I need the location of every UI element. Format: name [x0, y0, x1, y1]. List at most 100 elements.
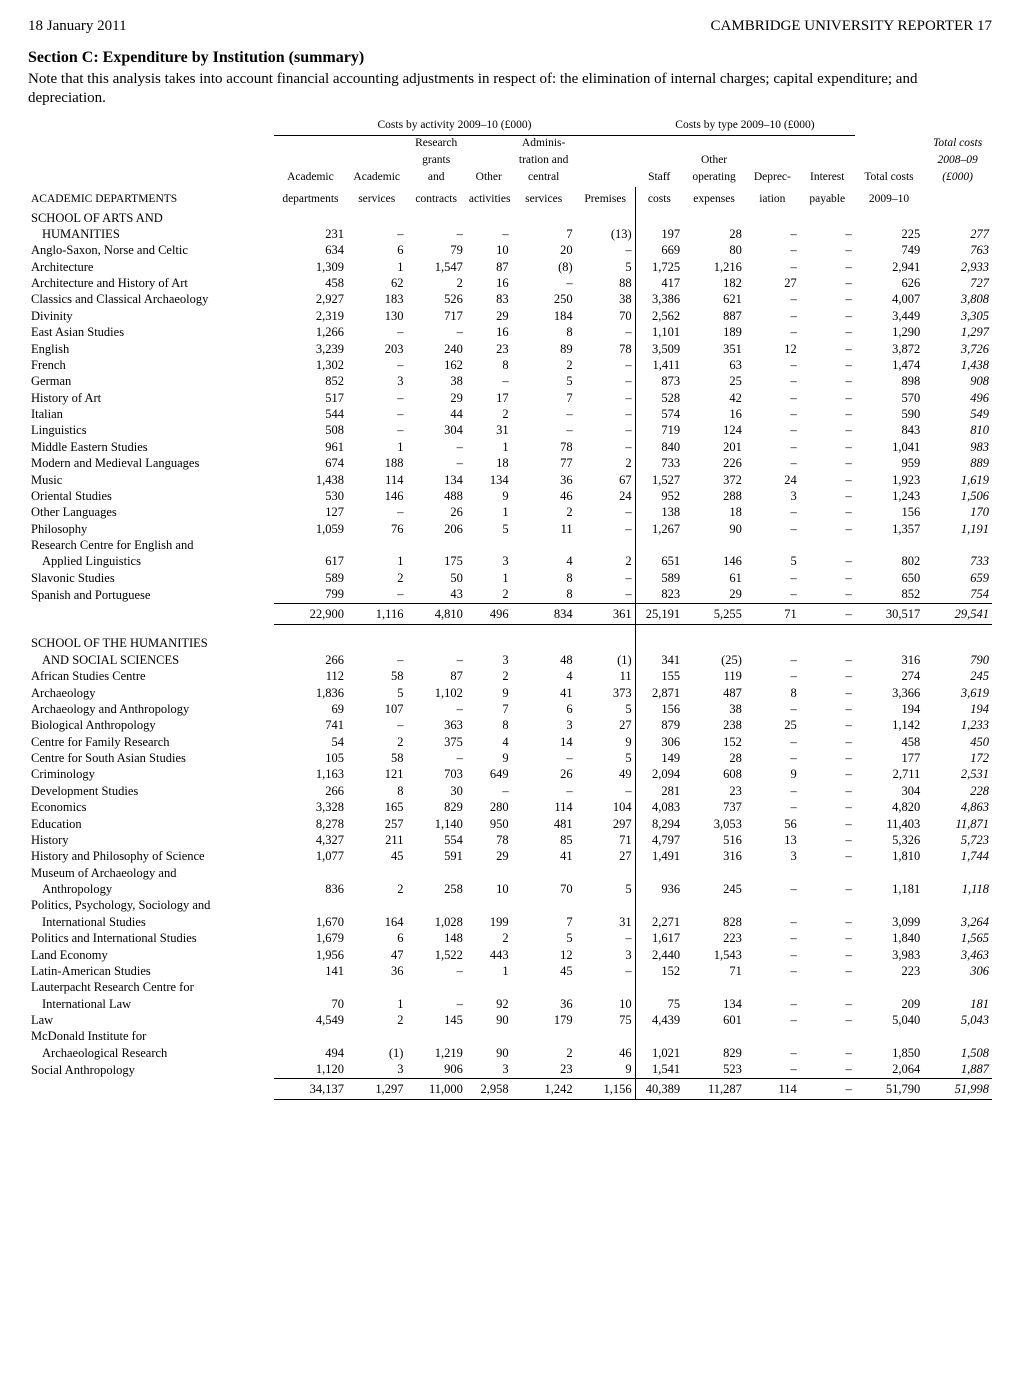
table-cell: – — [800, 291, 855, 307]
table-cell: 119 — [683, 668, 745, 684]
table-cell — [635, 537, 683, 553]
table-cell: 3,449 — [855, 308, 924, 324]
table-cell: 30,517 — [855, 603, 924, 624]
table-cell: 88 — [576, 275, 635, 291]
table-cell: – — [745, 308, 800, 324]
table-cell: 28 — [683, 750, 745, 766]
table-cell: 836 — [274, 881, 347, 897]
table-cell: 5 — [576, 881, 635, 897]
table-cell: – — [576, 357, 635, 373]
table-cell: – — [512, 406, 576, 422]
table-cell: 304 — [855, 783, 924, 799]
table-cell: 1,850 — [855, 1045, 924, 1061]
table-cell: 87 — [466, 259, 512, 275]
table-cell: 2 — [466, 668, 512, 684]
table-cell: 417 — [635, 275, 683, 291]
table-cell: 526 — [406, 291, 465, 307]
table-cell: – — [800, 504, 855, 520]
col-head-research: Research — [406, 135, 465, 153]
table-cell: 959 — [855, 455, 924, 471]
table-cell: – — [745, 324, 800, 340]
table-cell: 87 — [406, 668, 465, 684]
table-cell: 1,142 — [855, 717, 924, 733]
table-cell — [406, 865, 465, 881]
table-cell: 2 — [466, 930, 512, 946]
table-cell: 38 — [406, 373, 465, 389]
table-cell: 42 — [683, 390, 745, 406]
table-cell: 134 — [683, 996, 745, 1012]
table-cell: 6 — [347, 242, 406, 258]
table-cell: 85 — [512, 832, 576, 848]
table-row: Architecture1,30911,54787(8)51,7251,216–… — [28, 259, 992, 275]
table-cell: 733 — [923, 553, 992, 569]
table-cell: 26 — [406, 504, 465, 520]
table-cell: 316 — [683, 848, 745, 864]
table-cell: 29,541 — [923, 603, 992, 624]
table-cell: 11,000 — [406, 1078, 465, 1099]
table-cell: – — [800, 799, 855, 815]
table-row: Archaeological Research494(1)1,219902461… — [28, 1045, 992, 1061]
table-cell: 3 — [466, 1061, 512, 1078]
table-cell: 1 — [466, 439, 512, 455]
table-cell: 2 — [347, 734, 406, 750]
table-cell: 1,233 — [923, 717, 992, 733]
table-cell: 41 — [512, 848, 576, 864]
table-cell: 802 — [855, 553, 924, 569]
table-cell: 1,059 — [274, 521, 347, 537]
table-cell: – — [800, 1061, 855, 1078]
table-cell: 1 — [347, 996, 406, 1012]
row-name: German — [28, 373, 274, 389]
table-cell: 5 — [512, 930, 576, 946]
table-row: French1,302–16282–1,41163––1,4741,438 — [28, 357, 992, 373]
table-cell: – — [745, 242, 800, 258]
table-row: International Law701–92361075134––209181 — [28, 996, 992, 1012]
table-row: International Studies1,6701641,028199731… — [28, 914, 992, 930]
table-cell: 5 — [347, 685, 406, 701]
table-cell: 458 — [274, 275, 347, 291]
column-head-row-1: Research Adminis- Total costs — [28, 135, 992, 153]
table-cell — [406, 537, 465, 553]
table-cell: 141 — [274, 963, 347, 979]
table-cell: 4,439 — [635, 1012, 683, 1028]
table-cell — [406, 979, 465, 995]
table-cell: 516 — [683, 832, 745, 848]
table-cell: – — [800, 390, 855, 406]
table-cell: 70 — [512, 881, 576, 897]
table-row: Education8,2782571,1409504812978,2943,05… — [28, 816, 992, 832]
table-cell: 1,118 — [923, 881, 992, 897]
row-name: French — [28, 357, 274, 373]
table-cell: 155 — [635, 668, 683, 684]
table-cell: 4,549 — [274, 1012, 347, 1028]
table-cell: – — [745, 226, 800, 242]
table-row: Land Economy1,956471,5224431232,4401,543… — [28, 947, 992, 963]
table-cell: 7 — [512, 226, 576, 242]
row-name: Social Anthropology — [28, 1061, 274, 1078]
table-cell: 297 — [576, 816, 635, 832]
table-cell: – — [466, 373, 512, 389]
table-cell: 1,028 — [406, 914, 465, 930]
table-cell: 719 — [635, 422, 683, 438]
table-cell: 16 — [683, 406, 745, 422]
table-row: Centre for Family Research54237541493061… — [28, 734, 992, 750]
table-cell: 112 — [274, 668, 347, 684]
table-row: Italian544–442––57416––590549 — [28, 406, 992, 422]
table-cell: 316 — [855, 652, 924, 668]
row-name: AND SOCIAL SCIENCES — [28, 652, 274, 668]
table-cell: 54 — [274, 734, 347, 750]
table-cell: 11 — [576, 668, 635, 684]
table-cell: – — [576, 390, 635, 406]
table-cell: 8,278 — [274, 816, 347, 832]
table-cell: 18 — [466, 455, 512, 471]
table-cell: – — [745, 455, 800, 471]
table-cell: 549 — [923, 406, 992, 422]
table-cell — [923, 979, 992, 995]
row-name: Middle Eastern Studies — [28, 439, 274, 455]
table-cell: – — [745, 963, 800, 979]
table-cell: 77 — [512, 455, 576, 471]
table-cell: 3 — [512, 717, 576, 733]
section-title: Section C: Expenditure by Institution (s… — [28, 49, 992, 67]
table-row: Archaeology and Anthropology69107–765156… — [28, 701, 992, 717]
table-cell — [466, 897, 512, 913]
table-cell: 1,617 — [635, 930, 683, 946]
table-cell: 24 — [745, 472, 800, 488]
